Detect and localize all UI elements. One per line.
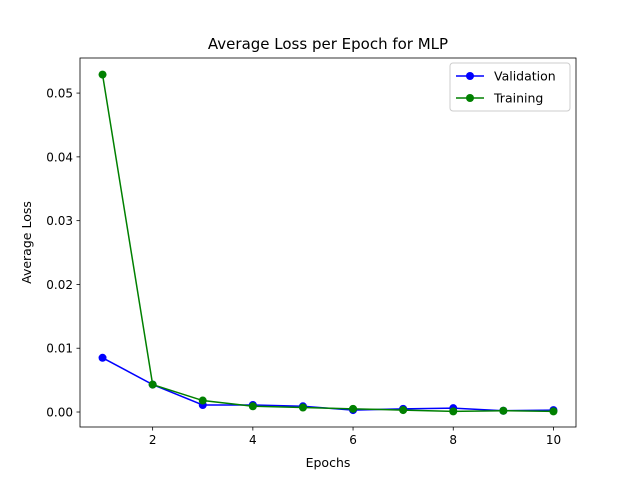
legend-training-marker xyxy=(466,94,474,102)
x-axis-ticks: 2 4 6 8 10 xyxy=(149,427,561,447)
training-point xyxy=(449,407,458,416)
x-tick-label: 2 xyxy=(149,433,157,447)
training-point xyxy=(198,396,207,405)
legend-validation-marker xyxy=(466,72,474,80)
training-point xyxy=(148,380,157,389)
y-axis-label: Average Loss xyxy=(19,201,34,284)
training-point xyxy=(298,403,307,412)
training-point xyxy=(499,406,508,415)
validation-point xyxy=(98,353,107,362)
training-point xyxy=(349,404,358,413)
training-line xyxy=(101,74,554,413)
x-tick-label: 8 xyxy=(449,433,457,447)
legend-validation-label: Validation xyxy=(494,69,556,84)
x-axis-label: Epochs xyxy=(306,455,351,470)
x-tick-label: 10 xyxy=(546,433,561,447)
y-tick-label: 0.01 xyxy=(46,342,73,356)
y-tick-label: 0.03 xyxy=(46,214,73,228)
y-tick-label: 0.04 xyxy=(46,150,73,164)
x-tick-label: 4 xyxy=(249,433,257,447)
training-point xyxy=(248,402,257,411)
y-tick-label: 0.02 xyxy=(46,278,73,292)
training-point xyxy=(399,406,408,415)
series-layer xyxy=(98,70,558,416)
y-axis-ticks: 0.00 0.01 0.02 0.03 0.04 0.05 xyxy=(46,87,80,420)
chart-title: Average Loss per Epoch for MLP xyxy=(208,35,448,53)
plot-frame xyxy=(79,57,577,428)
y-tick-label: 0.05 xyxy=(46,87,73,101)
training-point xyxy=(98,70,107,79)
legend-training-label: Training xyxy=(493,91,543,106)
training-point xyxy=(549,407,558,416)
x-tick-label: 6 xyxy=(349,433,357,447)
y-tick-label: 0.00 xyxy=(46,406,73,420)
legend-box xyxy=(449,62,571,112)
legend: Validation Training xyxy=(449,62,571,112)
plot-area: 2 4 6 8 10 0.00 0.01 0.02 0.03 0.04 0.05 xyxy=(46,57,577,447)
